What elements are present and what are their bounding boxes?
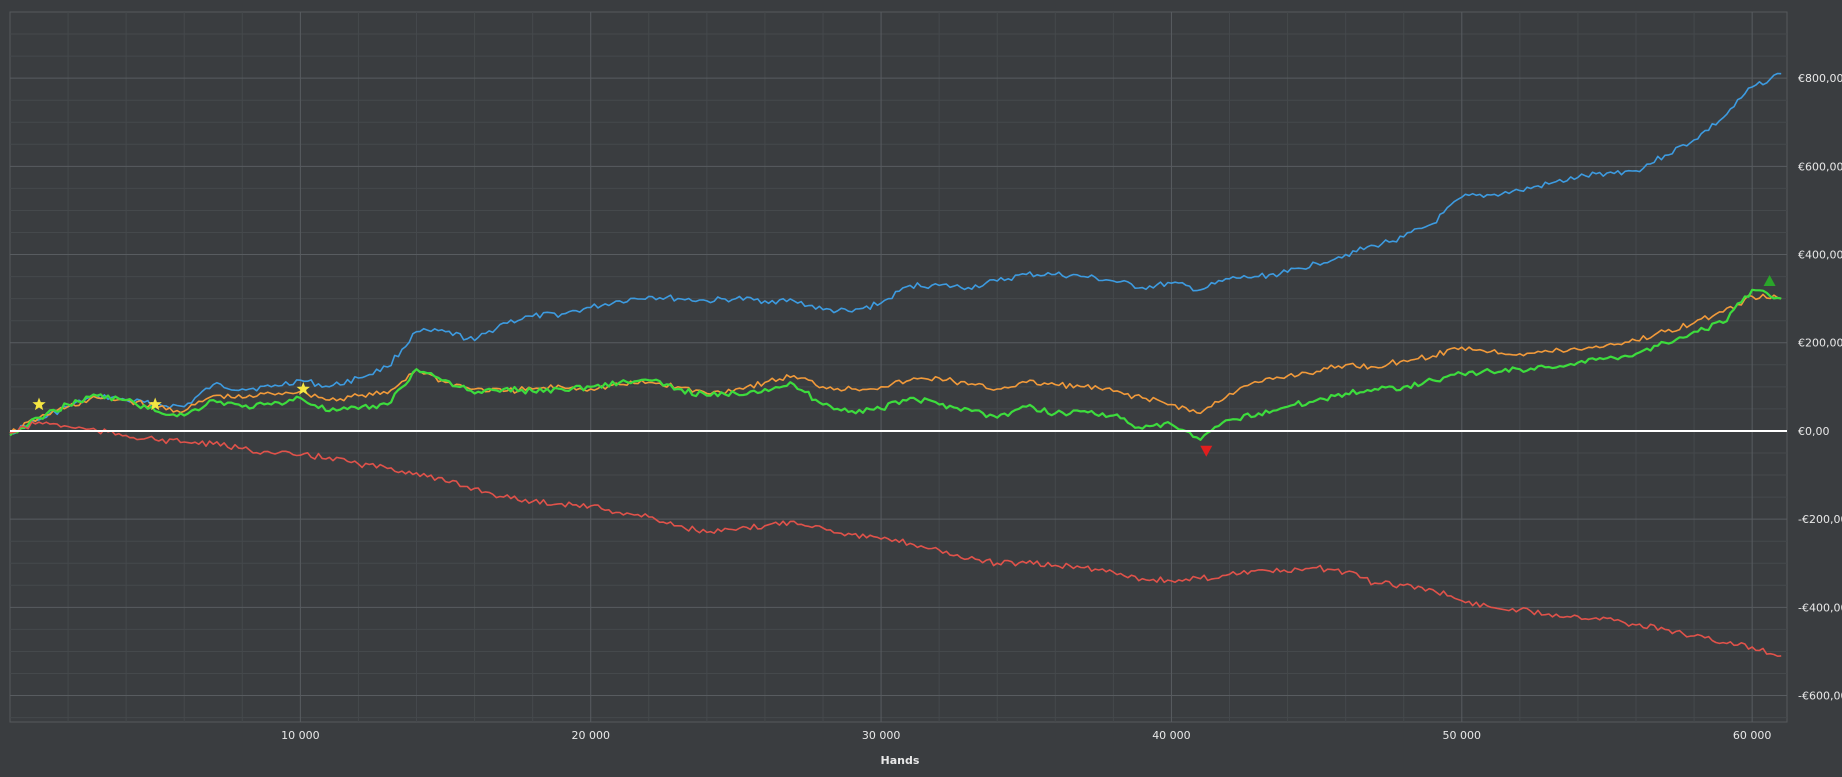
downswing-marker bbox=[1200, 445, 1213, 457]
x-tick-label: 50 000 bbox=[1443, 729, 1482, 742]
series-line bbox=[9, 72, 1782, 435]
y-tick-label: €200,00 bbox=[1798, 337, 1842, 350]
y-tick-label: €0,00 bbox=[1798, 425, 1830, 438]
star-marker bbox=[296, 382, 310, 395]
star-marker bbox=[148, 397, 162, 411]
x-axis-label: Hands bbox=[881, 754, 920, 767]
y-tick-label: €400,00 bbox=[1798, 249, 1842, 262]
minor-grid bbox=[10, 12, 1787, 722]
y-tick-label: -€600,00 bbox=[1798, 690, 1842, 703]
y-tick-label: -€400,00 bbox=[1798, 601, 1842, 614]
x-tick-label: 40 000 bbox=[1152, 729, 1191, 742]
star-marker bbox=[32, 397, 46, 411]
x-tick-label: 30 000 bbox=[862, 729, 901, 742]
x-tick-label: 60 000 bbox=[1733, 729, 1772, 742]
y-tick-label: -€200,00 bbox=[1798, 513, 1842, 526]
x-axis-ticks: 10 000 20 000 30 000 40 000 50 000 60 000 bbox=[281, 729, 1771, 742]
plot-background bbox=[9, 11, 1788, 723]
x-tick-label: 20 000 bbox=[571, 729, 610, 742]
y-tick-label: €600,00 bbox=[1798, 160, 1842, 173]
series-line bbox=[9, 421, 1782, 657]
y-tick-label: €800,00 bbox=[1798, 72, 1842, 85]
y-axis-ticks: €800,00 €600,00 €400,00 €200,00 €0,00 -€200,0… bbox=[1798, 72, 1842, 702]
x-tick-label: 10 000 bbox=[281, 729, 320, 742]
marker-layer bbox=[32, 275, 1776, 457]
series-line bbox=[9, 288, 1782, 441]
series-layer bbox=[9, 72, 1782, 657]
upswing-marker bbox=[1763, 275, 1776, 287]
